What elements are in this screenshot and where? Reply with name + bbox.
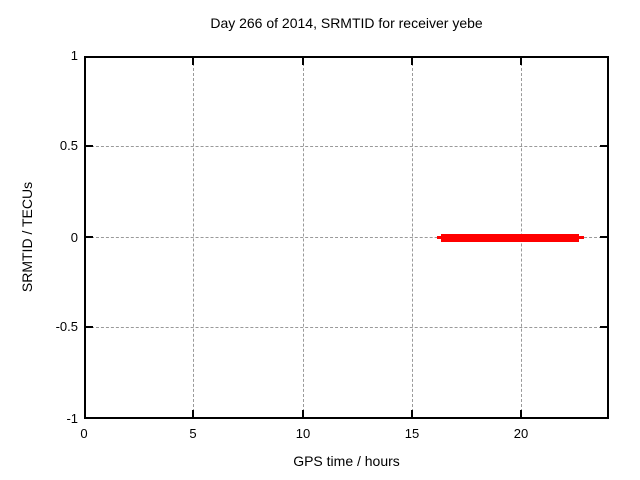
plot-area xyxy=(84,56,609,419)
x-tick-bottom-10 xyxy=(302,410,304,417)
y-tick-label-0: 0 xyxy=(70,230,78,245)
x-tick-label-0: 0 xyxy=(80,426,88,441)
y-tick-label--0.5: -0.5 xyxy=(55,319,78,334)
x-tick-label-15: 15 xyxy=(404,426,420,441)
x-tick-bottom-5 xyxy=(192,410,194,417)
y-tick-right-0 xyxy=(600,236,607,238)
x-tick-label-10: 10 xyxy=(295,426,311,441)
y-tick-label--1: -1 xyxy=(66,411,78,426)
x-tick-top-10 xyxy=(302,58,304,65)
chart-title: Day 266 of 2014, SRMTID for receiver yeb… xyxy=(210,15,483,31)
srmtid-series-segment-thick xyxy=(441,234,579,242)
x-tick-top-5 xyxy=(192,58,194,65)
y-tick-right--0.5 xyxy=(600,326,607,328)
y-tick-label-0.5: 0.5 xyxy=(59,138,78,153)
y-tick-left-0.5 xyxy=(86,145,93,147)
x-tick-top-15 xyxy=(411,58,413,65)
x-tick-top-20 xyxy=(520,58,522,65)
x-tick-label-5: 5 xyxy=(189,426,197,441)
gridline-y-0.5 xyxy=(86,146,607,147)
gridline-y-0 xyxy=(86,237,607,238)
x-tick-bottom-20 xyxy=(520,410,522,417)
x-tick-bottom-15 xyxy=(411,410,413,417)
x-tick-label-20: 20 xyxy=(513,426,529,441)
y-tick-label-1: 1 xyxy=(70,48,78,63)
x-axis-title: GPS time / hours xyxy=(293,453,400,469)
y-tick-left-0 xyxy=(86,236,93,238)
y-tick-left--0.5 xyxy=(86,326,93,328)
gridline-y--0.5 xyxy=(86,327,607,328)
y-tick-right-0.5 xyxy=(600,145,607,147)
